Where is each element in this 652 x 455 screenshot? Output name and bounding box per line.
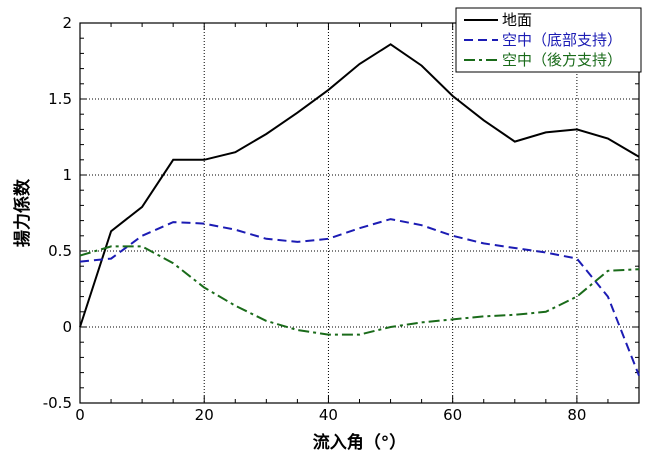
series-line	[79, 218, 640, 376]
x-axis-title: 流入角（°）	[313, 432, 407, 453]
y-tick-label: 2	[62, 14, 72, 32]
series-line	[79, 245, 640, 336]
plot-area	[80, 23, 639, 403]
x-tick-label: 80	[567, 406, 586, 424]
y-tick-label: 1.5	[48, 90, 72, 108]
x-tick-label: 20	[195, 406, 214, 424]
y-axis-title: 揚力係数	[12, 178, 33, 247]
y-tick-label: -0.5	[43, 394, 72, 412]
series-line	[79, 43, 640, 328]
y-tick-label: 1	[62, 166, 72, 184]
y-tick-label: 0	[62, 318, 72, 336]
y-tick-label: 0.5	[48, 242, 72, 260]
plot-frame	[79, 22, 640, 404]
x-tick-label: 0	[75, 406, 85, 424]
legend-label: 空中（後方支持）	[502, 51, 622, 69]
legend-label: 地面	[502, 11, 532, 29]
legend-label: 空中（底部支持）	[502, 31, 622, 49]
x-tick-label: 40	[319, 406, 338, 424]
x-tick-label: 60	[443, 406, 462, 424]
